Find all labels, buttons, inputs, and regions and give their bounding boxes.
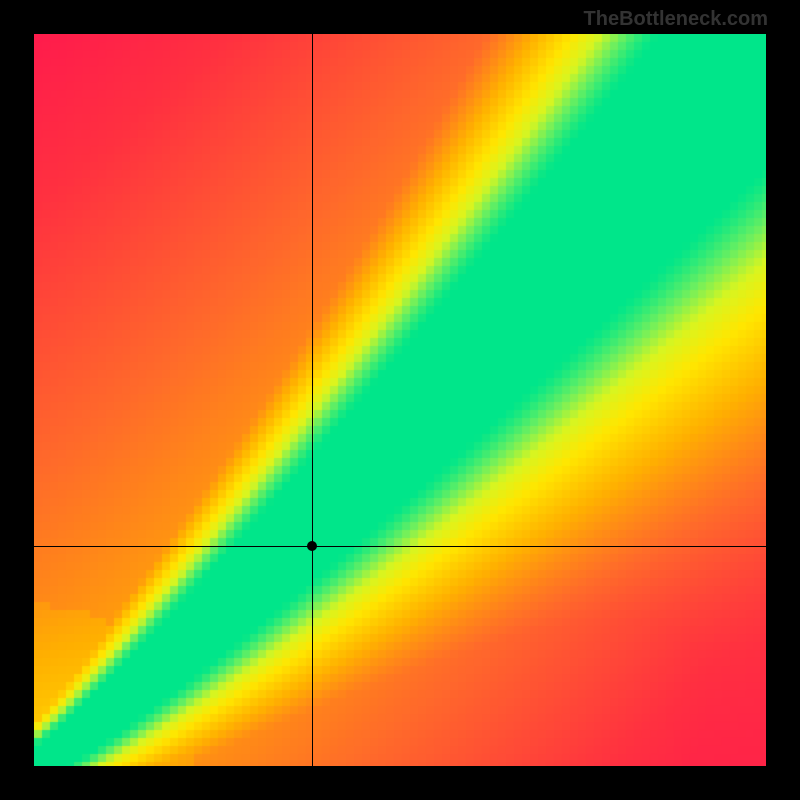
- selection-marker: [307, 541, 317, 551]
- heatmap-canvas: [34, 34, 766, 766]
- crosshair-horizontal: [34, 546, 766, 547]
- heatmap-plot: [34, 34, 766, 766]
- watermark-text: TheBottleneck.com: [584, 8, 768, 31]
- crosshair-vertical: [312, 34, 313, 766]
